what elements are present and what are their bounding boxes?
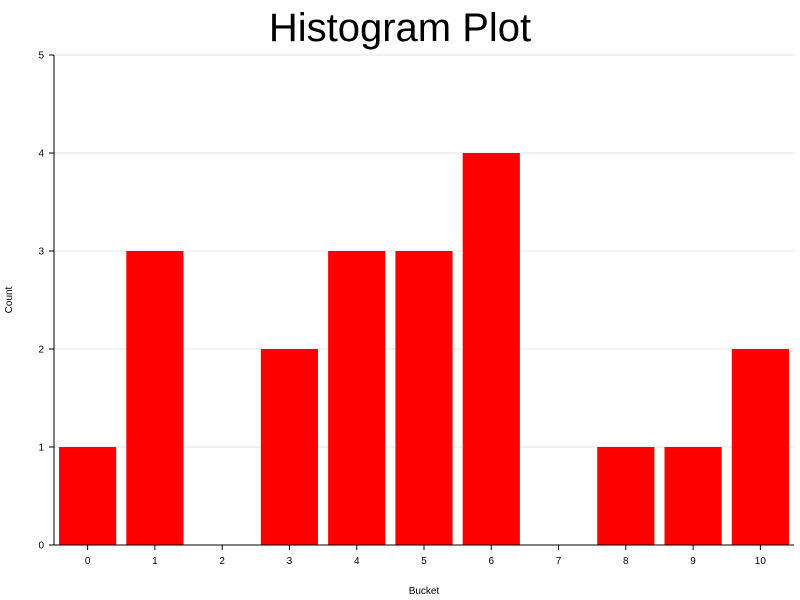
x-tick-label-3: 3 bbox=[287, 556, 293, 567]
x-axis-label: Bucket bbox=[409, 586, 440, 597]
y-tick-label-0: 0 bbox=[38, 541, 44, 552]
y-tick-label-5: 5 bbox=[38, 51, 44, 62]
bar-6 bbox=[462, 153, 520, 545]
bar-1 bbox=[126, 251, 184, 545]
bar-8 bbox=[597, 447, 655, 545]
bar-4 bbox=[328, 251, 386, 545]
y-tick-label-1: 1 bbox=[38, 443, 44, 454]
y-tick-label-3: 3 bbox=[38, 247, 44, 258]
bar-10 bbox=[731, 349, 789, 545]
x-tick-label-2: 2 bbox=[219, 556, 225, 567]
x-tick-label-0: 0 bbox=[85, 556, 91, 567]
x-axis-ticks: 0 1 2 3 4 5 6 7 8 9 10 bbox=[85, 545, 767, 567]
x-tick-label-5: 5 bbox=[421, 556, 427, 567]
y-axis-ticks: 0 1 2 3 4 5 bbox=[38, 51, 54, 552]
bars bbox=[59, 153, 789, 545]
bar-9 bbox=[664, 447, 722, 545]
x-tick-label-1: 1 bbox=[152, 556, 158, 567]
x-tick-label-6: 6 bbox=[488, 556, 494, 567]
y-tick-label-2: 2 bbox=[38, 345, 44, 356]
bar-5 bbox=[395, 251, 453, 545]
bar-3 bbox=[260, 349, 319, 545]
x-tick-label-7: 7 bbox=[556, 556, 562, 567]
x-tick-label-9: 9 bbox=[690, 556, 696, 567]
bar-0 bbox=[59, 447, 117, 545]
chart-title: Histogram Plot bbox=[268, 6, 532, 50]
y-tick-label-4: 4 bbox=[38, 149, 44, 160]
x-tick-label-4: 4 bbox=[354, 556, 360, 567]
x-tick-label-8: 8 bbox=[623, 556, 629, 567]
x-tick-label-10: 10 bbox=[755, 556, 767, 567]
y-axis-label: Count bbox=[4, 286, 15, 313]
